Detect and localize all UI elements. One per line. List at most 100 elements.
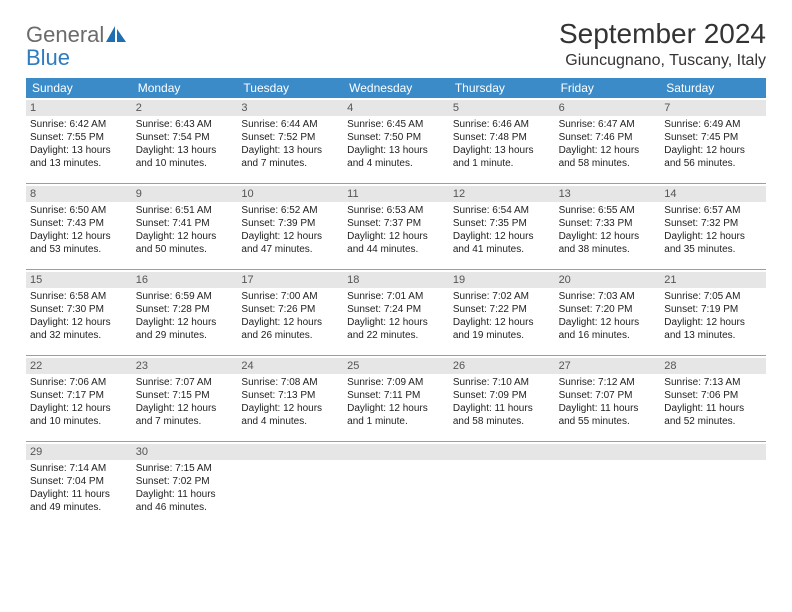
day-cell: 27Sunrise: 7:12 AMSunset: 7:07 PMDayligh… <box>555 356 661 441</box>
day-cell: 8Sunrise: 6:50 AMSunset: 7:43 PMDaylight… <box>26 184 132 269</box>
daylight-line-2: and 16 minutes. <box>559 329 657 342</box>
day-number: 18 <box>343 272 449 288</box>
sunset-line: Sunset: 7:43 PM <box>30 217 128 230</box>
daylight-line-1: Daylight: 11 hours <box>453 402 551 415</box>
sunset-line: Sunset: 7:39 PM <box>241 217 339 230</box>
daylight-line-1: Daylight: 12 hours <box>559 316 657 329</box>
day-cell <box>660 442 766 528</box>
day-number: 24 <box>237 358 343 374</box>
day-number: 2 <box>132 100 238 116</box>
day-cell: 10Sunrise: 6:52 AMSunset: 7:39 PMDayligh… <box>237 184 343 269</box>
sunrise-line: Sunrise: 6:47 AM <box>559 118 657 131</box>
day-number: 12 <box>449 186 555 202</box>
day-cell: 23Sunrise: 7:07 AMSunset: 7:15 PMDayligh… <box>132 356 238 441</box>
calendar: SundayMondayTuesdayWednesdayThursdayFrid… <box>26 78 766 528</box>
header: General Blue September 2024 Giuncugnano,… <box>26 18 766 70</box>
daylight-line-2: and 55 minutes. <box>559 415 657 428</box>
day-number: 20 <box>555 272 661 288</box>
daylight-line-1: Daylight: 12 hours <box>136 402 234 415</box>
sunset-line: Sunset: 7:52 PM <box>241 131 339 144</box>
daylight-line-1: Daylight: 12 hours <box>453 316 551 329</box>
day-number: 10 <box>237 186 343 202</box>
week-row: 29Sunrise: 7:14 AMSunset: 7:04 PMDayligh… <box>26 442 766 528</box>
daylight-line-2: and 7 minutes. <box>136 415 234 428</box>
sunset-line: Sunset: 7:15 PM <box>136 389 234 402</box>
sunset-line: Sunset: 7:37 PM <box>347 217 445 230</box>
daylight-line-1: Daylight: 12 hours <box>347 402 445 415</box>
daylight-line-1: Daylight: 12 hours <box>664 316 762 329</box>
daylight-line-1: Daylight: 13 hours <box>30 144 128 157</box>
day-cell: 29Sunrise: 7:14 AMSunset: 7:04 PMDayligh… <box>26 442 132 528</box>
daylight-line-1: Daylight: 12 hours <box>241 316 339 329</box>
logo: General Blue <box>26 24 126 70</box>
sunset-line: Sunset: 7:55 PM <box>30 131 128 144</box>
daylight-line-1: Daylight: 12 hours <box>136 316 234 329</box>
daylight-line-1: Daylight: 12 hours <box>559 230 657 243</box>
day-cell: 25Sunrise: 7:09 AMSunset: 7:11 PMDayligh… <box>343 356 449 441</box>
sunrise-line: Sunrise: 7:12 AM <box>559 376 657 389</box>
sunrise-line: Sunrise: 6:45 AM <box>347 118 445 131</box>
location: Giuncugnano, Tuscany, Italy <box>559 52 766 70</box>
week-row: 15Sunrise: 6:58 AMSunset: 7:30 PMDayligh… <box>26 270 766 356</box>
daylight-line-1: Daylight: 12 hours <box>559 144 657 157</box>
sunset-line: Sunset: 7:11 PM <box>347 389 445 402</box>
sunset-line: Sunset: 7:22 PM <box>453 303 551 316</box>
daylight-line-2: and 1 minute. <box>347 415 445 428</box>
day-cell: 21Sunrise: 7:05 AMSunset: 7:19 PMDayligh… <box>660 270 766 355</box>
daylight-line-1: Daylight: 11 hours <box>30 488 128 501</box>
day-number: 11 <box>343 186 449 202</box>
sunrise-line: Sunrise: 7:13 AM <box>664 376 762 389</box>
day-cell <box>343 442 449 528</box>
sunrise-line: Sunrise: 7:00 AM <box>241 290 339 303</box>
sunrise-line: Sunrise: 7:05 AM <box>664 290 762 303</box>
sunrise-line: Sunrise: 7:07 AM <box>136 376 234 389</box>
dow-friday: Friday <box>555 78 661 98</box>
sunset-line: Sunset: 7:48 PM <box>453 131 551 144</box>
daylight-line-1: Daylight: 11 hours <box>664 402 762 415</box>
day-cell: 16Sunrise: 6:59 AMSunset: 7:28 PMDayligh… <box>132 270 238 355</box>
sunset-line: Sunset: 7:17 PM <box>30 389 128 402</box>
daylight-line-2: and 52 minutes. <box>664 415 762 428</box>
day-number: 7 <box>660 100 766 116</box>
daylight-line-1: Daylight: 12 hours <box>664 144 762 157</box>
sunset-line: Sunset: 7:45 PM <box>664 131 762 144</box>
daylight-line-1: Daylight: 11 hours <box>559 402 657 415</box>
logo-text-blue: Blue <box>26 45 70 70</box>
sunrise-line: Sunrise: 6:58 AM <box>30 290 128 303</box>
sunset-line: Sunset: 7:13 PM <box>241 389 339 402</box>
daylight-line-2: and 58 minutes. <box>559 157 657 170</box>
daylight-line-1: Daylight: 12 hours <box>136 230 234 243</box>
sunset-line: Sunset: 7:09 PM <box>453 389 551 402</box>
sunrise-line: Sunrise: 6:53 AM <box>347 204 445 217</box>
day-number: 15 <box>26 272 132 288</box>
daylight-line-1: Daylight: 12 hours <box>347 316 445 329</box>
dow-row: SundayMondayTuesdayWednesdayThursdayFrid… <box>26 78 766 98</box>
day-cell <box>555 442 661 528</box>
week-row: 1Sunrise: 6:42 AMSunset: 7:55 PMDaylight… <box>26 98 766 184</box>
day-number: 1 <box>26 100 132 116</box>
daylight-line-1: Daylight: 13 hours <box>136 144 234 157</box>
day-cell: 20Sunrise: 7:03 AMSunset: 7:20 PMDayligh… <box>555 270 661 355</box>
daylight-line-2: and 46 minutes. <box>136 501 234 514</box>
daylight-line-2: and 35 minutes. <box>664 243 762 256</box>
dow-sunday: Sunday <box>26 78 132 98</box>
day-number: 29 <box>26 444 132 460</box>
dow-monday: Monday <box>132 78 238 98</box>
sunrise-line: Sunrise: 6:42 AM <box>30 118 128 131</box>
daylight-line-2: and 41 minutes. <box>453 243 551 256</box>
day-number: 28 <box>660 358 766 374</box>
dow-thursday: Thursday <box>449 78 555 98</box>
daylight-line-2: and 29 minutes. <box>136 329 234 342</box>
sunset-line: Sunset: 7:35 PM <box>453 217 551 230</box>
daylight-line-1: Daylight: 12 hours <box>241 402 339 415</box>
day-cell: 3Sunrise: 6:44 AMSunset: 7:52 PMDaylight… <box>237 98 343 183</box>
sunrise-line: Sunrise: 6:54 AM <box>453 204 551 217</box>
day-cell: 26Sunrise: 7:10 AMSunset: 7:09 PMDayligh… <box>449 356 555 441</box>
day-number-empty <box>343 444 449 460</box>
day-number-empty <box>449 444 555 460</box>
sunset-line: Sunset: 7:24 PM <box>347 303 445 316</box>
day-cell: 6Sunrise: 6:47 AMSunset: 7:46 PMDaylight… <box>555 98 661 183</box>
day-number: 9 <box>132 186 238 202</box>
day-number-empty <box>555 444 661 460</box>
sunset-line: Sunset: 7:02 PM <box>136 475 234 488</box>
